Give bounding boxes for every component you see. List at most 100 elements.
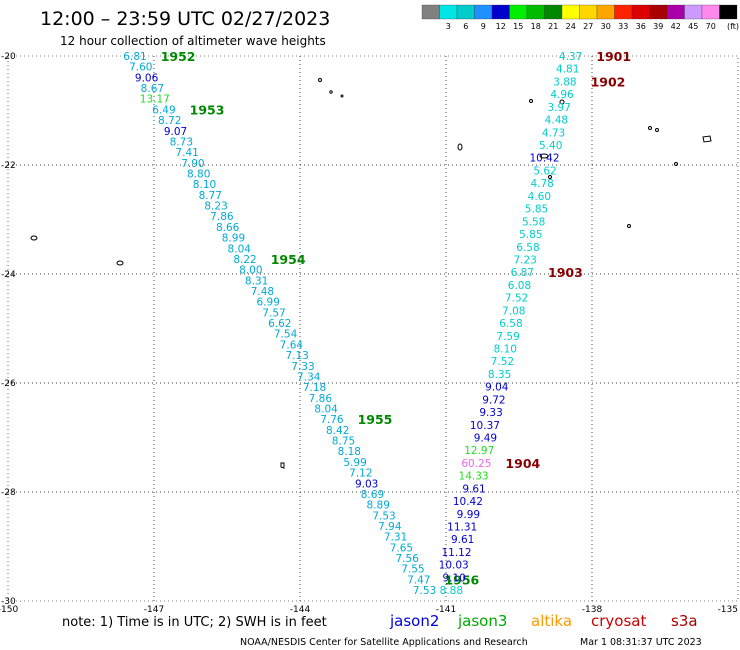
wave-height-value: 8.04 (228, 243, 252, 255)
legend-color-box (561, 4, 580, 20)
island-shape (648, 126, 652, 130)
wave-height-value: 7.90 (181, 158, 204, 170)
legend-color-box (544, 4, 563, 20)
wave-height-value: 8.89 (367, 500, 390, 512)
axis-ticks: -150 -147 -144 -141 -138 -135 -20 -22 -24 -26 -28 -… (0, 52, 738, 615)
island-shape (280, 462, 285, 469)
wave-height-value: 7.34 (297, 371, 321, 383)
legend-color-box (701, 4, 720, 20)
island-shape (674, 162, 678, 166)
legend-color-box (509, 4, 528, 20)
pass-time-label: 1955 (358, 412, 393, 427)
satellite-jason3: jason3 (457, 612, 507, 630)
wave-height-value: 5.85 (519, 229, 542, 241)
wave-height-value: 8.22 (233, 254, 256, 266)
wave-height-value: 6.62 (268, 318, 291, 330)
longitude-tick-label: -147 (144, 605, 164, 615)
pass-time-label: 1953 (190, 102, 225, 117)
wave-height-value: 5.40 (539, 140, 562, 152)
legend-color-box (579, 4, 598, 20)
wave-height-value: 8.88 (440, 585, 463, 597)
wave-height-value: 8.10 (193, 179, 216, 191)
generated-timestamp: Mar 1 08:31:37 UTC 2023 (580, 637, 702, 648)
wave-height-value: 7.53 (372, 510, 395, 522)
wave-height-value: 9.07 (164, 126, 187, 138)
wave-height-value: 6.58 (499, 318, 522, 330)
satellite-tracks: 6.817.609.068.6713.176.498.729.078.737.4… (123, 49, 631, 597)
wave-height-value: 9.04 (485, 382, 509, 394)
wave-height-value: 6.58 (516, 242, 539, 254)
lat-lon-grid (8, 56, 738, 601)
wave-height-value: 7.52 (505, 293, 528, 305)
legend-value: 70 (706, 22, 716, 31)
wave-height-value: 8.77 (199, 190, 222, 202)
island-shape (329, 90, 333, 94)
wave-height-value: 9.03 (355, 478, 378, 490)
wave-height-value: 9.10 (442, 572, 465, 584)
wave-height-value: 5.85 (525, 204, 548, 216)
legend-color-box (474, 4, 493, 20)
wave-height-value: 13.17 (140, 94, 170, 106)
wave-height-value: 8.00 (239, 265, 262, 277)
wave-height-value: 7.55 (401, 564, 424, 576)
island-shape (548, 175, 552, 179)
satellite-cryosat: cryosat (591, 612, 646, 630)
wave-height-value: 7.48 (251, 286, 274, 298)
wave-height-value: 6.49 (152, 104, 175, 116)
wave-height-value: 8.73 (170, 136, 193, 148)
wave-height-value: 7.53 (413, 585, 436, 597)
legend-color-box (649, 4, 668, 20)
island-shape (457, 143, 463, 151)
island-shape (627, 224, 631, 228)
wave-height-value: 4.60 (528, 191, 551, 203)
wave-height-value: 7.47 (407, 574, 430, 586)
wave-height-value: 7.08 (502, 305, 525, 317)
wave-height-value: 7.86 (210, 211, 234, 223)
latitude-tick-label: -26 (1, 379, 16, 389)
wave-height-value: 7.31 (384, 532, 407, 544)
wave-height-value: 10.03 (439, 560, 469, 572)
legend-value: 6 (463, 22, 468, 31)
wave-height-value: 4.48 (545, 115, 568, 127)
page-title: 12:00 – 23:59 UTC 02/27/2023 (40, 8, 330, 30)
track-jason3: 6.817.609.068.6713.176.498.729.078.737.4… (123, 49, 479, 597)
wave-height-value: 4.37 (559, 51, 582, 63)
island-shape (318, 78, 322, 82)
wave-height-value: 8.23 (204, 201, 227, 213)
legend-color-box (491, 4, 510, 20)
wave-height-value: 7.54 (274, 329, 298, 341)
wave-height-value: 5.58 (522, 216, 545, 228)
page-subtitle: 12 hour collection of altimeter wave hei… (60, 34, 326, 48)
longitude-tick-label: -141 (436, 605, 456, 615)
legend-color-box (719, 4, 738, 20)
wave-height-value: 8.80 (187, 169, 210, 181)
island-shape (702, 135, 712, 143)
legend-color-box (596, 4, 615, 20)
wave-height-value: 60.25 (461, 458, 491, 470)
legend-color-box (439, 4, 458, 20)
wave-height-value: 7.12 (349, 468, 372, 480)
map-frame (7, 55, 739, 602)
pass-time-label: 1954 (271, 252, 306, 267)
island-outlines (30, 78, 712, 469)
credit-text: NOAA/NESDIS Center for Satellite Applica… (240, 637, 528, 648)
wave-height-value: 9.33 (479, 407, 502, 419)
track-cryosat: 4.374.813.884.963.974.484.735.4010.425.6… (439, 49, 631, 597)
latitude-tick-label: -24 (1, 270, 16, 280)
legend-value: 21 (548, 22, 558, 31)
wave-height-value: 6.81 (123, 51, 146, 63)
legend-value: 45 (688, 22, 698, 31)
wave-height-value: 7.23 (513, 254, 536, 266)
wave-height-legend: 3 6 9 12 15 18 21 24 27 30 33 36 39 42 45 70 (ft) (421, 4, 739, 31)
wave-height-value: 5.99 (343, 457, 366, 469)
wave-height-value: 12.97 (464, 445, 494, 457)
wave-height-value: 8.35 (488, 369, 511, 381)
wave-height-value: 7.52 (491, 356, 514, 368)
wave-height-value: 7.33 (291, 361, 314, 373)
latitude-tick-label: -30 (1, 597, 16, 607)
pass-time-label: 1902 (591, 74, 626, 89)
island-shape (559, 99, 565, 105)
wave-height-value: 7.76 (320, 414, 344, 426)
longitude-tick-label: -144 (290, 605, 311, 615)
